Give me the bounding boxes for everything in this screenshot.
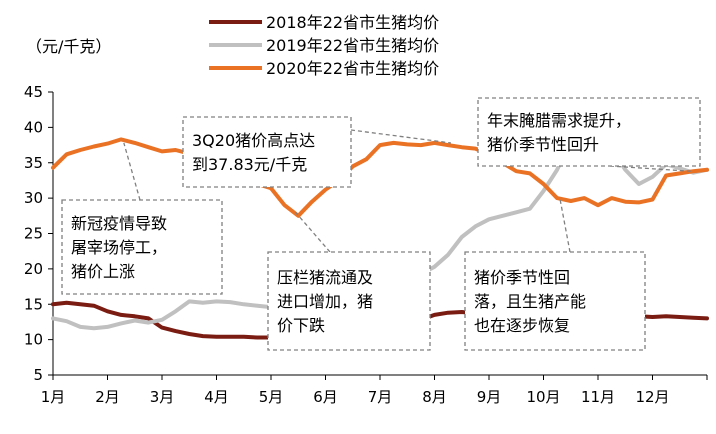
x-tick-label: 2月 [95, 388, 120, 406]
x-tick-label: 9月 [477, 388, 502, 406]
annotation-leader [350, 129, 451, 144]
legend-label: 2018年22省市生猪均价 [266, 13, 439, 32]
annotation-box [182, 116, 352, 188]
annotation-leader [123, 142, 141, 201]
y-tick-label: 30 [24, 189, 43, 207]
annotation-text: 价下跌 [277, 316, 325, 335]
annotation-box [477, 97, 701, 167]
annotation-leader [559, 198, 571, 253]
annotation-text: 新冠疫情导致 [71, 214, 167, 233]
y-tick-label: 25 [24, 225, 43, 243]
annotation-text: 也在逐步恢复 [474, 316, 570, 335]
y-tick-label: 10 [24, 331, 43, 349]
x-tick-label: 11月 [581, 388, 615, 406]
annotation-box [61, 199, 223, 295]
annotation-leader [295, 211, 331, 253]
annotation-callout: 年末腌腊需求提升， 猪价季节性回升 [477, 97, 701, 172]
annotation-text: 年末腌腊需求提升， [487, 111, 631, 130]
x-tick-label: 6月 [313, 388, 338, 406]
annotation-text: 到37.83元/千克 [192, 155, 307, 174]
annotation-text: 进口增加，猪 [277, 292, 373, 311]
annotation-box [464, 251, 646, 351]
legend-label: 2020年22省市生猪均价 [266, 59, 439, 78]
x-tick-label: 10月 [526, 388, 560, 406]
series-line-2020 [51, 137, 709, 218]
x-tick-label: 4月 [204, 388, 229, 406]
x-tick-label: 8月 [422, 388, 447, 406]
y-tick-label: 20 [24, 260, 43, 278]
x-tick-label: 1月 [41, 388, 66, 406]
legend: 2018年22省市生猪均价 2019年22省市生猪均价 2020年22省市生猪均价 [209, 13, 439, 78]
annotation-box [267, 251, 431, 351]
x-tick-label: 12月 [635, 388, 669, 406]
y-tick-label: 15 [24, 295, 43, 313]
annotation-text: 猪价季节性回升 [487, 135, 599, 154]
x-tick-label: 3月 [150, 388, 175, 406]
annotation-text: 猪价上涨 [71, 262, 135, 281]
x-tick-label: 7月 [368, 388, 393, 406]
y-tick-label: 35 [24, 154, 43, 172]
legend-label: 2019年22省市生猪均价 [266, 36, 439, 55]
y-tick-label: 45 [24, 83, 43, 101]
annotation-text: 屠宰场停工， [71, 238, 167, 257]
annotation-text: 3Q20猪价高点达 [192, 131, 315, 150]
y-tick-label: 40 [24, 118, 43, 136]
y-tick-label: 5 [33, 366, 43, 384]
y-unit-label: （元/千克） [26, 37, 111, 56]
annotation-text: 猪价季节性回 [474, 268, 570, 287]
annotation-text: 落，且生猪产能 [474, 292, 586, 311]
x-tick-label: 5月 [259, 388, 284, 406]
axes: 5 10 15 20 25 30 35 40 45 1月 2月 3月 4月 5月 6月 7月 8月 9月 10月 11… [24, 83, 708, 406]
annotation-text: 压栏猪流通及 [277, 268, 373, 287]
